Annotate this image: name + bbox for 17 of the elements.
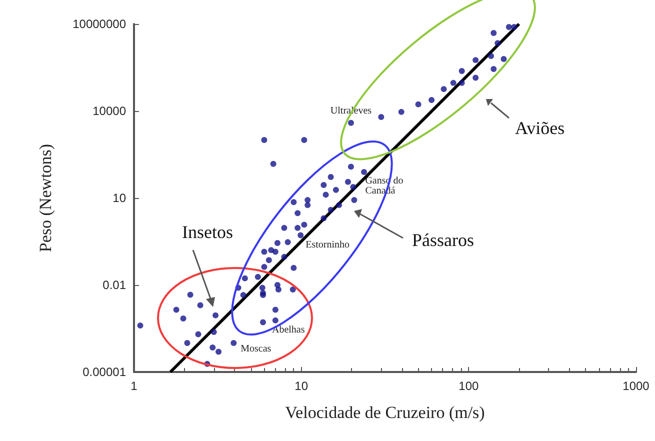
- annotation: Estorninho: [306, 240, 350, 251]
- annotation: Abelhas: [272, 324, 305, 336]
- y-tick-label: 10000000: [72, 17, 126, 31]
- annotation: Aviões: [515, 118, 565, 138]
- x-tick-label: 1: [130, 379, 138, 393]
- y-axis-title: Peso (Newtons): [36, 144, 55, 252]
- x-tick-label: 100: [458, 379, 479, 393]
- x-tick-label: 10: [294, 379, 308, 393]
- annotation: Pássaros: [412, 230, 474, 250]
- x-axis-title: Velocidade de Cruzeiro (m/s): [285, 403, 485, 422]
- annotation: Insetos: [182, 222, 233, 242]
- annotation: Moscas: [240, 344, 272, 354]
- y-tick-label: 10000: [92, 104, 126, 118]
- x-tick-label: 1000: [622, 379, 650, 393]
- y-tick-label: 0.00001: [82, 365, 126, 379]
- y-tick-label: 10: [112, 191, 126, 205]
- y-tick-label: 0.01: [102, 278, 126, 292]
